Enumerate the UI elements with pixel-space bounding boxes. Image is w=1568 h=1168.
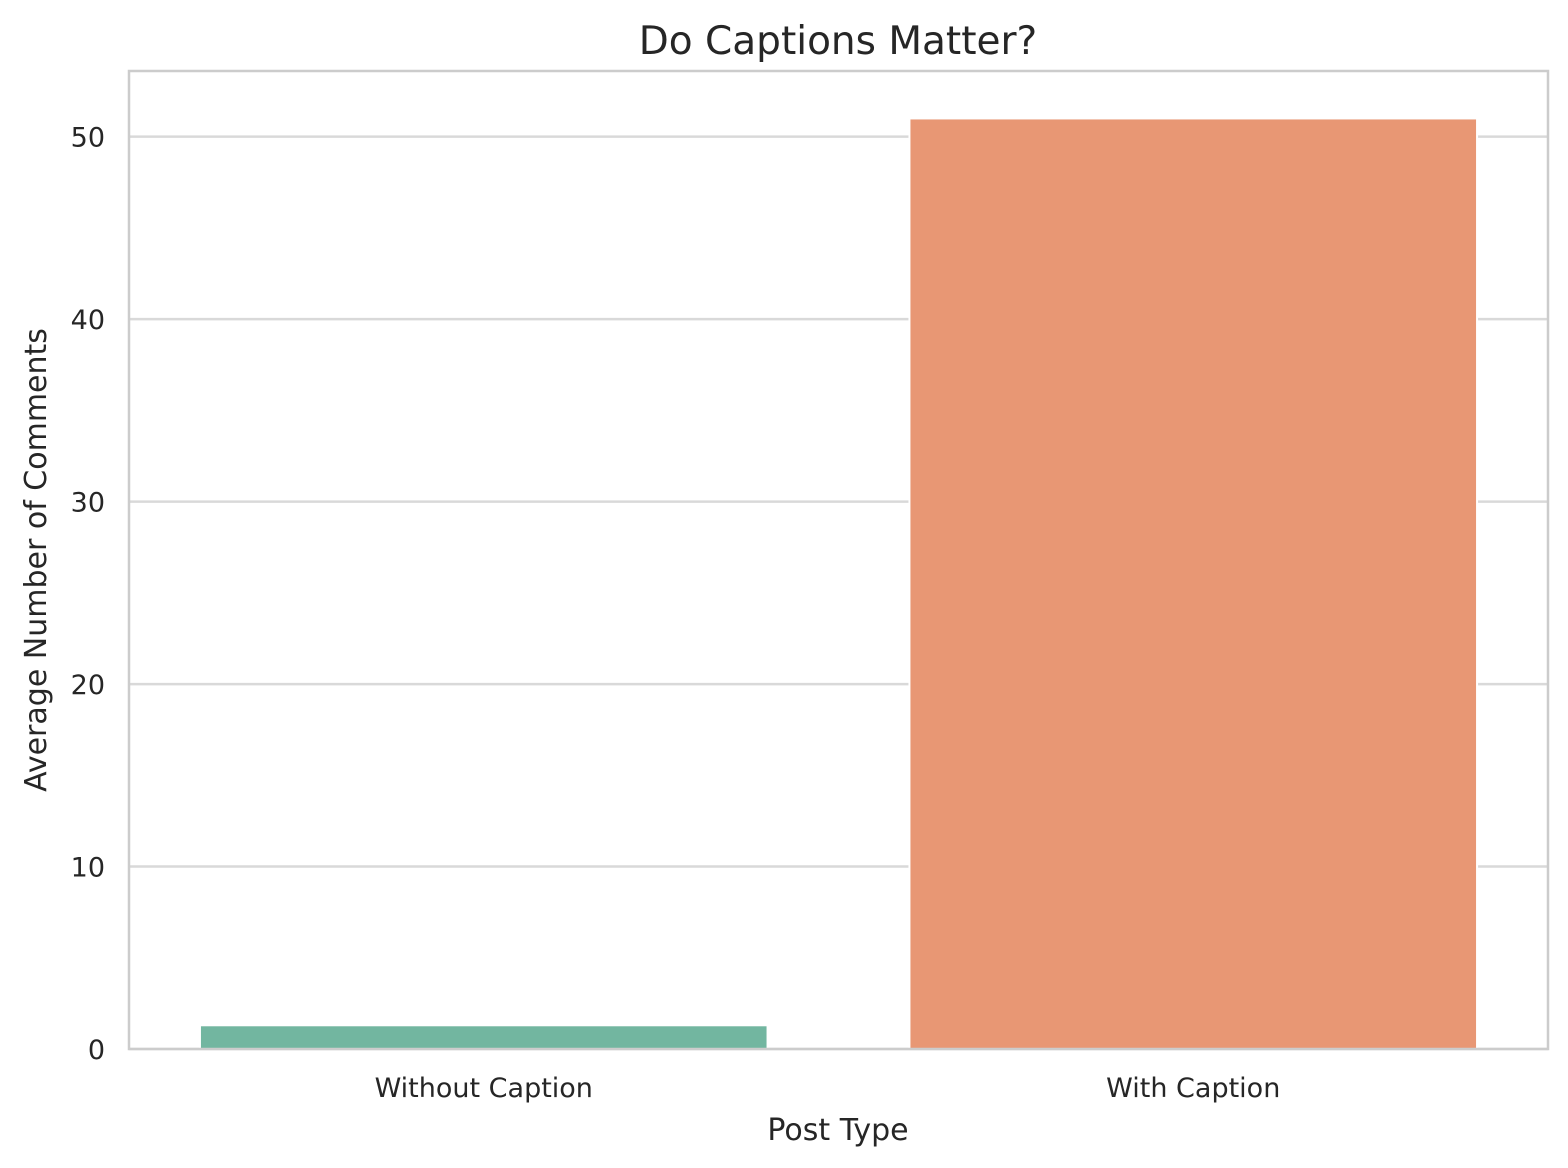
y-tick-label: 10	[71, 853, 105, 884]
bar-without-caption	[198, 1024, 769, 1051]
y-tick-label: 0	[88, 1035, 105, 1066]
x-tick-label: With Caption	[1106, 1073, 1280, 1104]
y-tick-label: 30	[71, 488, 105, 519]
y-tick-labels: 0 10 20 30 40 50	[71, 123, 105, 1066]
bars	[198, 117, 1479, 1051]
y-axis-label: Average Number of Comments	[19, 328, 54, 792]
bar-with-caption	[908, 117, 1479, 1050]
chart-title: Do Captions Matter?	[639, 19, 1037, 64]
x-axis-label: Post Type	[767, 1113, 908, 1148]
y-tick-label: 40	[71, 305, 105, 336]
x-tick-labels: Without Caption With Caption	[375, 1073, 1281, 1104]
y-tick-label: 20	[71, 670, 105, 701]
y-tick-label: 50	[71, 123, 105, 154]
plot-frame	[127, 69, 1550, 1051]
x-tick-label: Without Caption	[375, 1073, 593, 1104]
